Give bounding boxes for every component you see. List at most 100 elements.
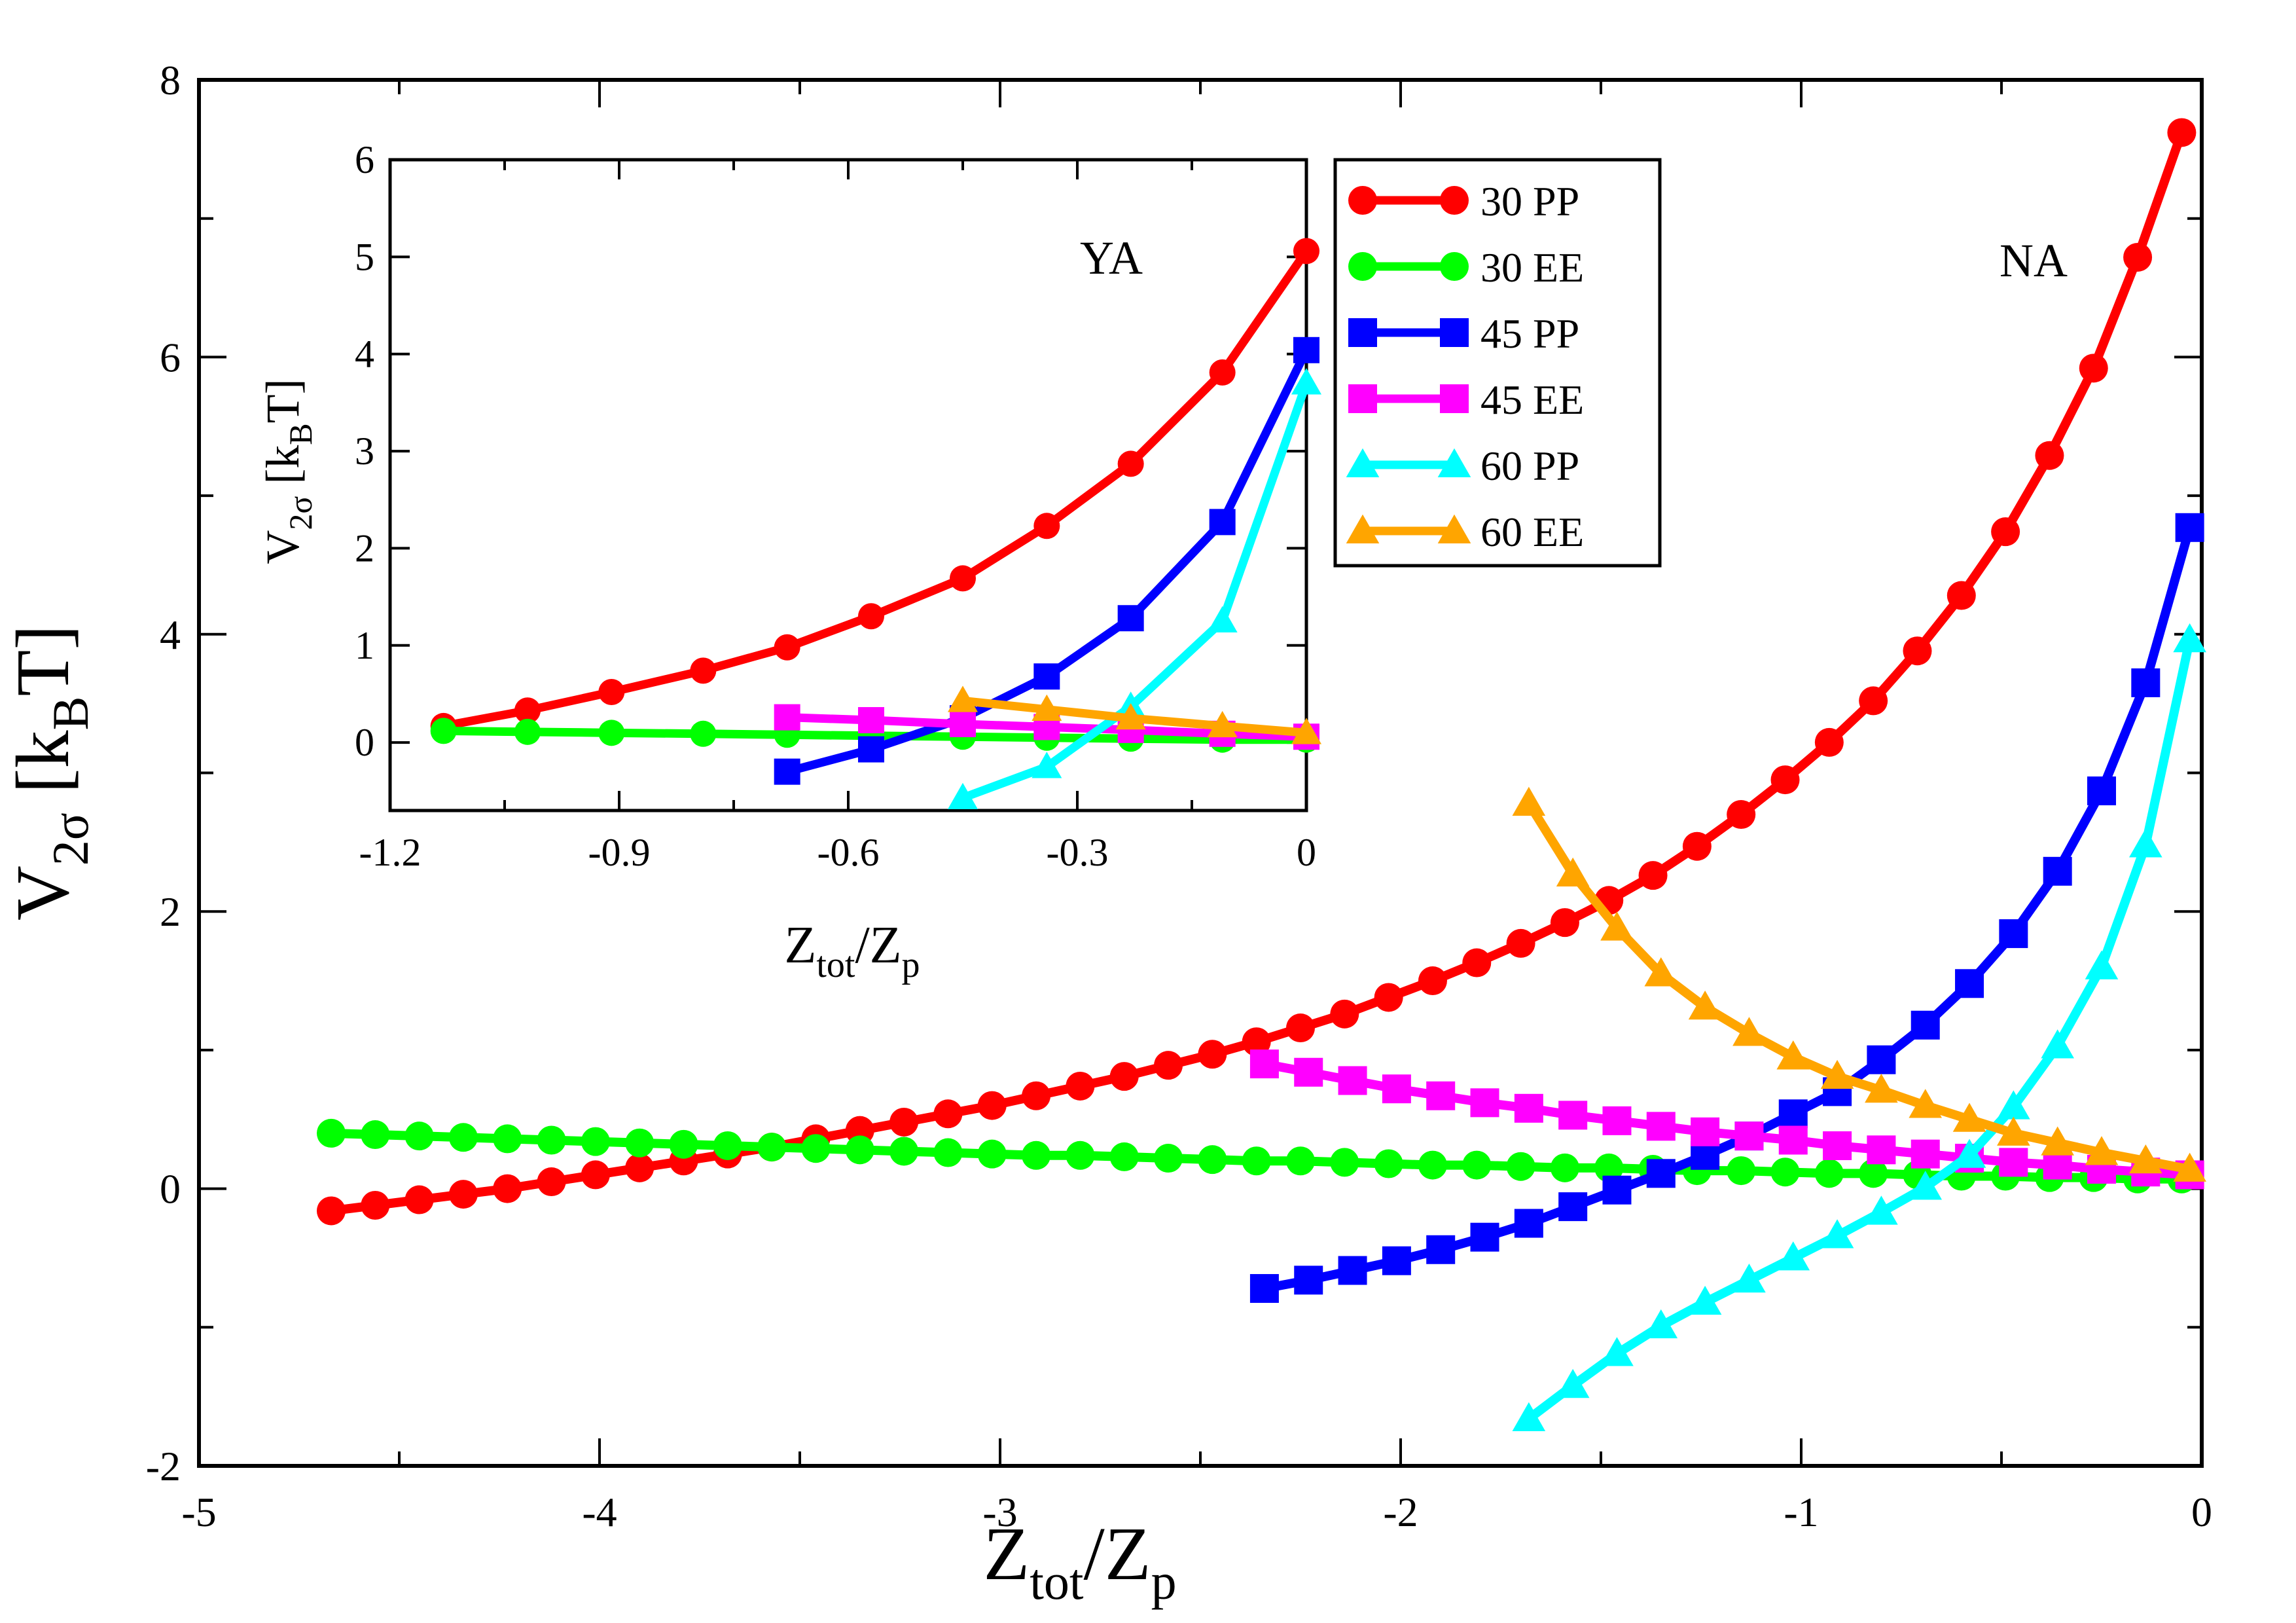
data-point xyxy=(977,1139,1007,1169)
legend-item-60-ee: 60 EE xyxy=(1346,509,1584,555)
data-point xyxy=(1031,694,1062,721)
data-point xyxy=(757,1133,787,1162)
data-point xyxy=(1646,1159,1676,1188)
data-point xyxy=(1382,1246,1411,1275)
legend-marker-left xyxy=(1348,186,1377,215)
data-point xyxy=(1727,800,1756,830)
data-point xyxy=(1558,1192,1588,1222)
x-tick-label: 0 xyxy=(1297,831,1316,874)
legend-label: 45 EE xyxy=(1480,376,1584,423)
data-point xyxy=(1991,517,2020,547)
data-point xyxy=(1022,1081,1051,1110)
main-tick-labels: -5 -4 -3 -2 -1 0 -2 0 2 4 6 8 xyxy=(146,57,2212,1535)
data-point xyxy=(316,1118,346,1148)
data-point xyxy=(404,1185,434,1214)
data-point xyxy=(537,1167,566,1197)
data-point xyxy=(1602,1175,1632,1205)
data-point xyxy=(625,1153,655,1182)
data-point xyxy=(1550,1153,1579,1182)
data-point xyxy=(1512,1402,1546,1431)
series-45-ee xyxy=(1249,1049,2204,1190)
x-tick-label: 0 xyxy=(2191,1489,2212,1535)
series-line xyxy=(1524,799,2195,1174)
data-point xyxy=(948,685,978,712)
data-point xyxy=(1867,1045,1896,1074)
data-point xyxy=(1330,1148,1359,1177)
data-point xyxy=(858,603,884,630)
data-point xyxy=(1910,1010,1940,1040)
data-point xyxy=(845,1135,874,1165)
data-point xyxy=(933,1138,963,1167)
data-point xyxy=(1820,1219,1854,1249)
data-point xyxy=(1031,752,1062,778)
legend-marker-right xyxy=(1440,318,1469,347)
data-point xyxy=(1682,831,1712,861)
data-point xyxy=(1814,727,1844,757)
data-point xyxy=(1506,1152,1535,1181)
legend-item-60-pp: 60 PP xyxy=(1346,443,1579,489)
series-60-pp xyxy=(1512,623,2206,1431)
data-point xyxy=(430,718,457,744)
series-line xyxy=(1259,1059,2195,1180)
data-point xyxy=(1734,1122,1764,1151)
data-point xyxy=(1823,1131,1852,1160)
data-point xyxy=(1374,1149,1403,1178)
inset-plot-frame xyxy=(388,158,1308,812)
data-point xyxy=(1600,911,1634,941)
data-point xyxy=(858,736,884,763)
data-point xyxy=(448,1180,478,1209)
data-point xyxy=(1207,710,1238,738)
data-point xyxy=(1115,703,1146,730)
data-point xyxy=(889,1107,919,1137)
data-point xyxy=(1955,969,1984,998)
data-point xyxy=(598,720,625,746)
series-30-ee xyxy=(430,718,1319,753)
data-point xyxy=(1600,1337,1634,1366)
data-point xyxy=(1770,1158,1800,1187)
data-point xyxy=(1556,1368,1590,1398)
data-point xyxy=(977,1091,1007,1120)
data-point xyxy=(2041,1126,2074,1156)
legend-item-45-ee: 45 EE xyxy=(1348,376,1584,423)
data-point xyxy=(1506,928,1535,958)
data-point xyxy=(1727,1156,1756,1186)
y-tick-label: 2 xyxy=(160,888,181,935)
legend-label: 60 EE xyxy=(1480,509,1584,555)
data-point xyxy=(514,697,541,724)
data-point xyxy=(1999,1148,2028,1177)
data-point xyxy=(1426,1081,1456,1110)
data-point xyxy=(1778,1125,1808,1155)
data-point xyxy=(1952,1103,1986,1132)
data-point xyxy=(1249,1049,1279,1079)
y-tick-label: 1 xyxy=(355,624,374,667)
data-point xyxy=(1117,450,1144,477)
data-point xyxy=(1418,966,1447,996)
data-point xyxy=(2085,950,2119,979)
legend-marker-left xyxy=(1346,514,1380,543)
data-point xyxy=(1293,238,1319,264)
data-point xyxy=(774,634,800,661)
inset-x-axis-label: Ztot/Zp xyxy=(784,917,920,985)
data-point xyxy=(1867,1135,1896,1165)
legend-marker-right xyxy=(1440,384,1469,413)
inset-y-axis-label: V2σ [kBT] xyxy=(257,378,319,564)
data-point xyxy=(1338,1066,1367,1095)
main-plot: -5 -4 -3 -2 -1 0 -2 0 2 4 6 8 NA Ztot/Zp V2σ [kBT] xyxy=(1,57,2212,1610)
inset-plot: -1.2 -0.9 -0.6 -0.3 0 0 1 2 3 4 5 6 YA Ztot/Zp V2σ … xyxy=(257,138,1321,985)
main-annotation-na: NA xyxy=(2000,234,2068,287)
legend-marker-left xyxy=(1346,448,1380,477)
legend-marker-left xyxy=(1348,318,1377,347)
data-point xyxy=(581,1160,610,1190)
data-point xyxy=(1470,1088,1499,1118)
main-y-axis-label: V2σ [kBT] xyxy=(1,625,99,921)
main-ticks xyxy=(198,79,2203,1467)
data-point xyxy=(1033,663,1060,690)
data-point xyxy=(493,1124,522,1154)
data-point xyxy=(1558,1101,1588,1130)
data-point xyxy=(1776,1241,1810,1271)
data-point xyxy=(1462,948,1492,977)
legend-items: 30 PP 30 EE 45 PP 45 EE 60 PP 60 EE xyxy=(1346,178,1584,555)
data-point xyxy=(2173,623,2206,653)
x-tick-label: -1.2 xyxy=(359,831,422,874)
data-point xyxy=(1426,1235,1456,1264)
